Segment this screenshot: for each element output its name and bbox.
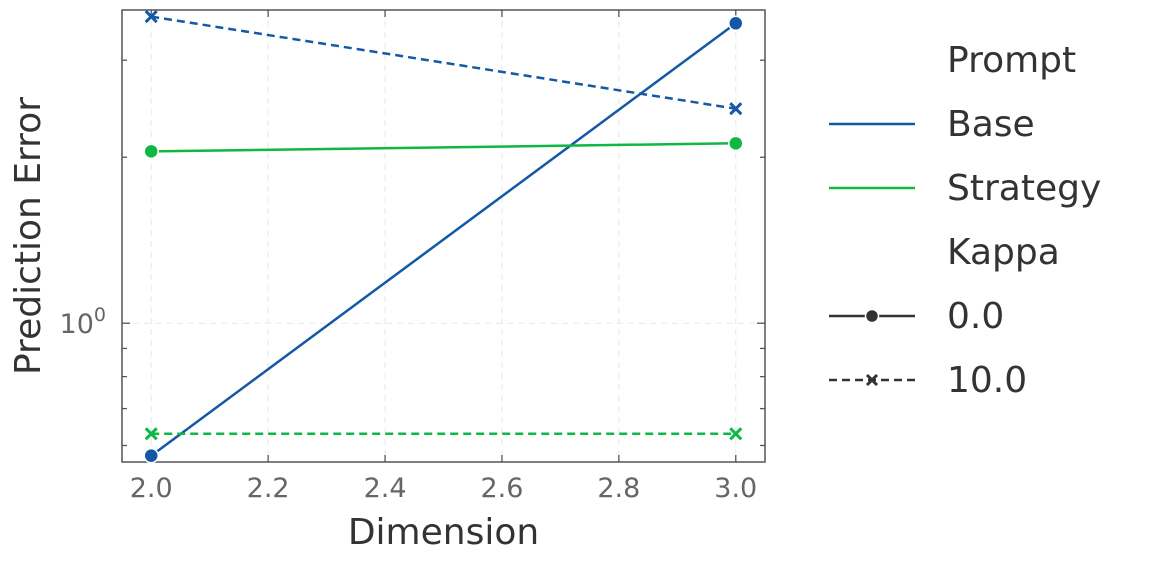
- y-tick-label-exponent: 0: [94, 304, 106, 326]
- series-base-kappa-0-0: [143, 15, 744, 464]
- series-base-kappa-10-0: [144, 9, 743, 116]
- data-point-base-kappa-10-0-stroke-b: [144, 9, 158, 24]
- series-line-base-kappa-0-0: [150, 22, 737, 457]
- x-tick-label: 3.0: [714, 473, 757, 504]
- data-point-strategy-kappa-0-0: [143, 143, 159, 160]
- legend-label-kappa-0-0: 0.0: [947, 296, 1004, 337]
- data-point-base-kappa-0-0: [728, 15, 744, 32]
- data-point-base-kappa-0-0: [143, 447, 159, 464]
- data-point-strategy-kappa-0-0: [728, 135, 744, 152]
- data-point-strategy-kappa-10-0-stroke-b: [729, 427, 743, 441]
- series: [143, 9, 744, 464]
- x-tick-label: 2.2: [247, 473, 290, 504]
- y-axis-label: Prediction Error: [8, 97, 49, 375]
- x-tick-label: 2.8: [597, 473, 640, 504]
- series-line-strategy-kappa-0-0: [151, 142, 736, 153]
- x-tick-label: 2.6: [480, 473, 523, 504]
- legend-marker-kappa-0-0: [864, 308, 880, 324]
- grid: [122, 10, 765, 462]
- y-tick-label: 100: [60, 304, 106, 340]
- x-tick-label: 2.0: [130, 473, 173, 504]
- series-strategy-kappa-10-0: [144, 427, 743, 441]
- series-line-base-kappa-10-0: [151, 15, 736, 110]
- data-point-strategy-kappa-10-0-stroke-b: [144, 427, 158, 441]
- legend-label-base: Base: [947, 104, 1035, 145]
- y-tick-label-base: 10: [60, 309, 94, 340]
- axis-ticks: 2.0 2.2 2.4 2.6 2.8 3.0 100: [60, 10, 765, 504]
- series-strategy-kappa-0-0: [143, 135, 744, 160]
- data-point-base-kappa-10-0: [729, 102, 743, 116]
- legend-marker-kappa-10-0-stroke-b: [865, 373, 879, 387]
- x-axis-label: Dimension: [348, 512, 539, 553]
- x-tick-label: 2.4: [364, 473, 407, 504]
- data-point-base-kappa-10-0: [144, 9, 158, 24]
- data-point-strategy-kappa-10-0: [144, 427, 158, 441]
- legend: Prompt Base Strategy Kappa 0.0 10.0: [829, 40, 1101, 401]
- legend-title-kappa: Kappa: [947, 232, 1060, 273]
- legend-marker-kappa-10-0: [865, 373, 879, 387]
- legend-label-strategy: Strategy: [947, 168, 1101, 209]
- legend-title-prompt: Prompt: [947, 40, 1076, 81]
- data-point-base-kappa-10-0-stroke-b: [729, 102, 743, 116]
- data-point-strategy-kappa-10-0: [729, 427, 743, 441]
- legend-label-kappa-10-0: 10.0: [947, 360, 1027, 401]
- plot-frame: [121, 9, 766, 463]
